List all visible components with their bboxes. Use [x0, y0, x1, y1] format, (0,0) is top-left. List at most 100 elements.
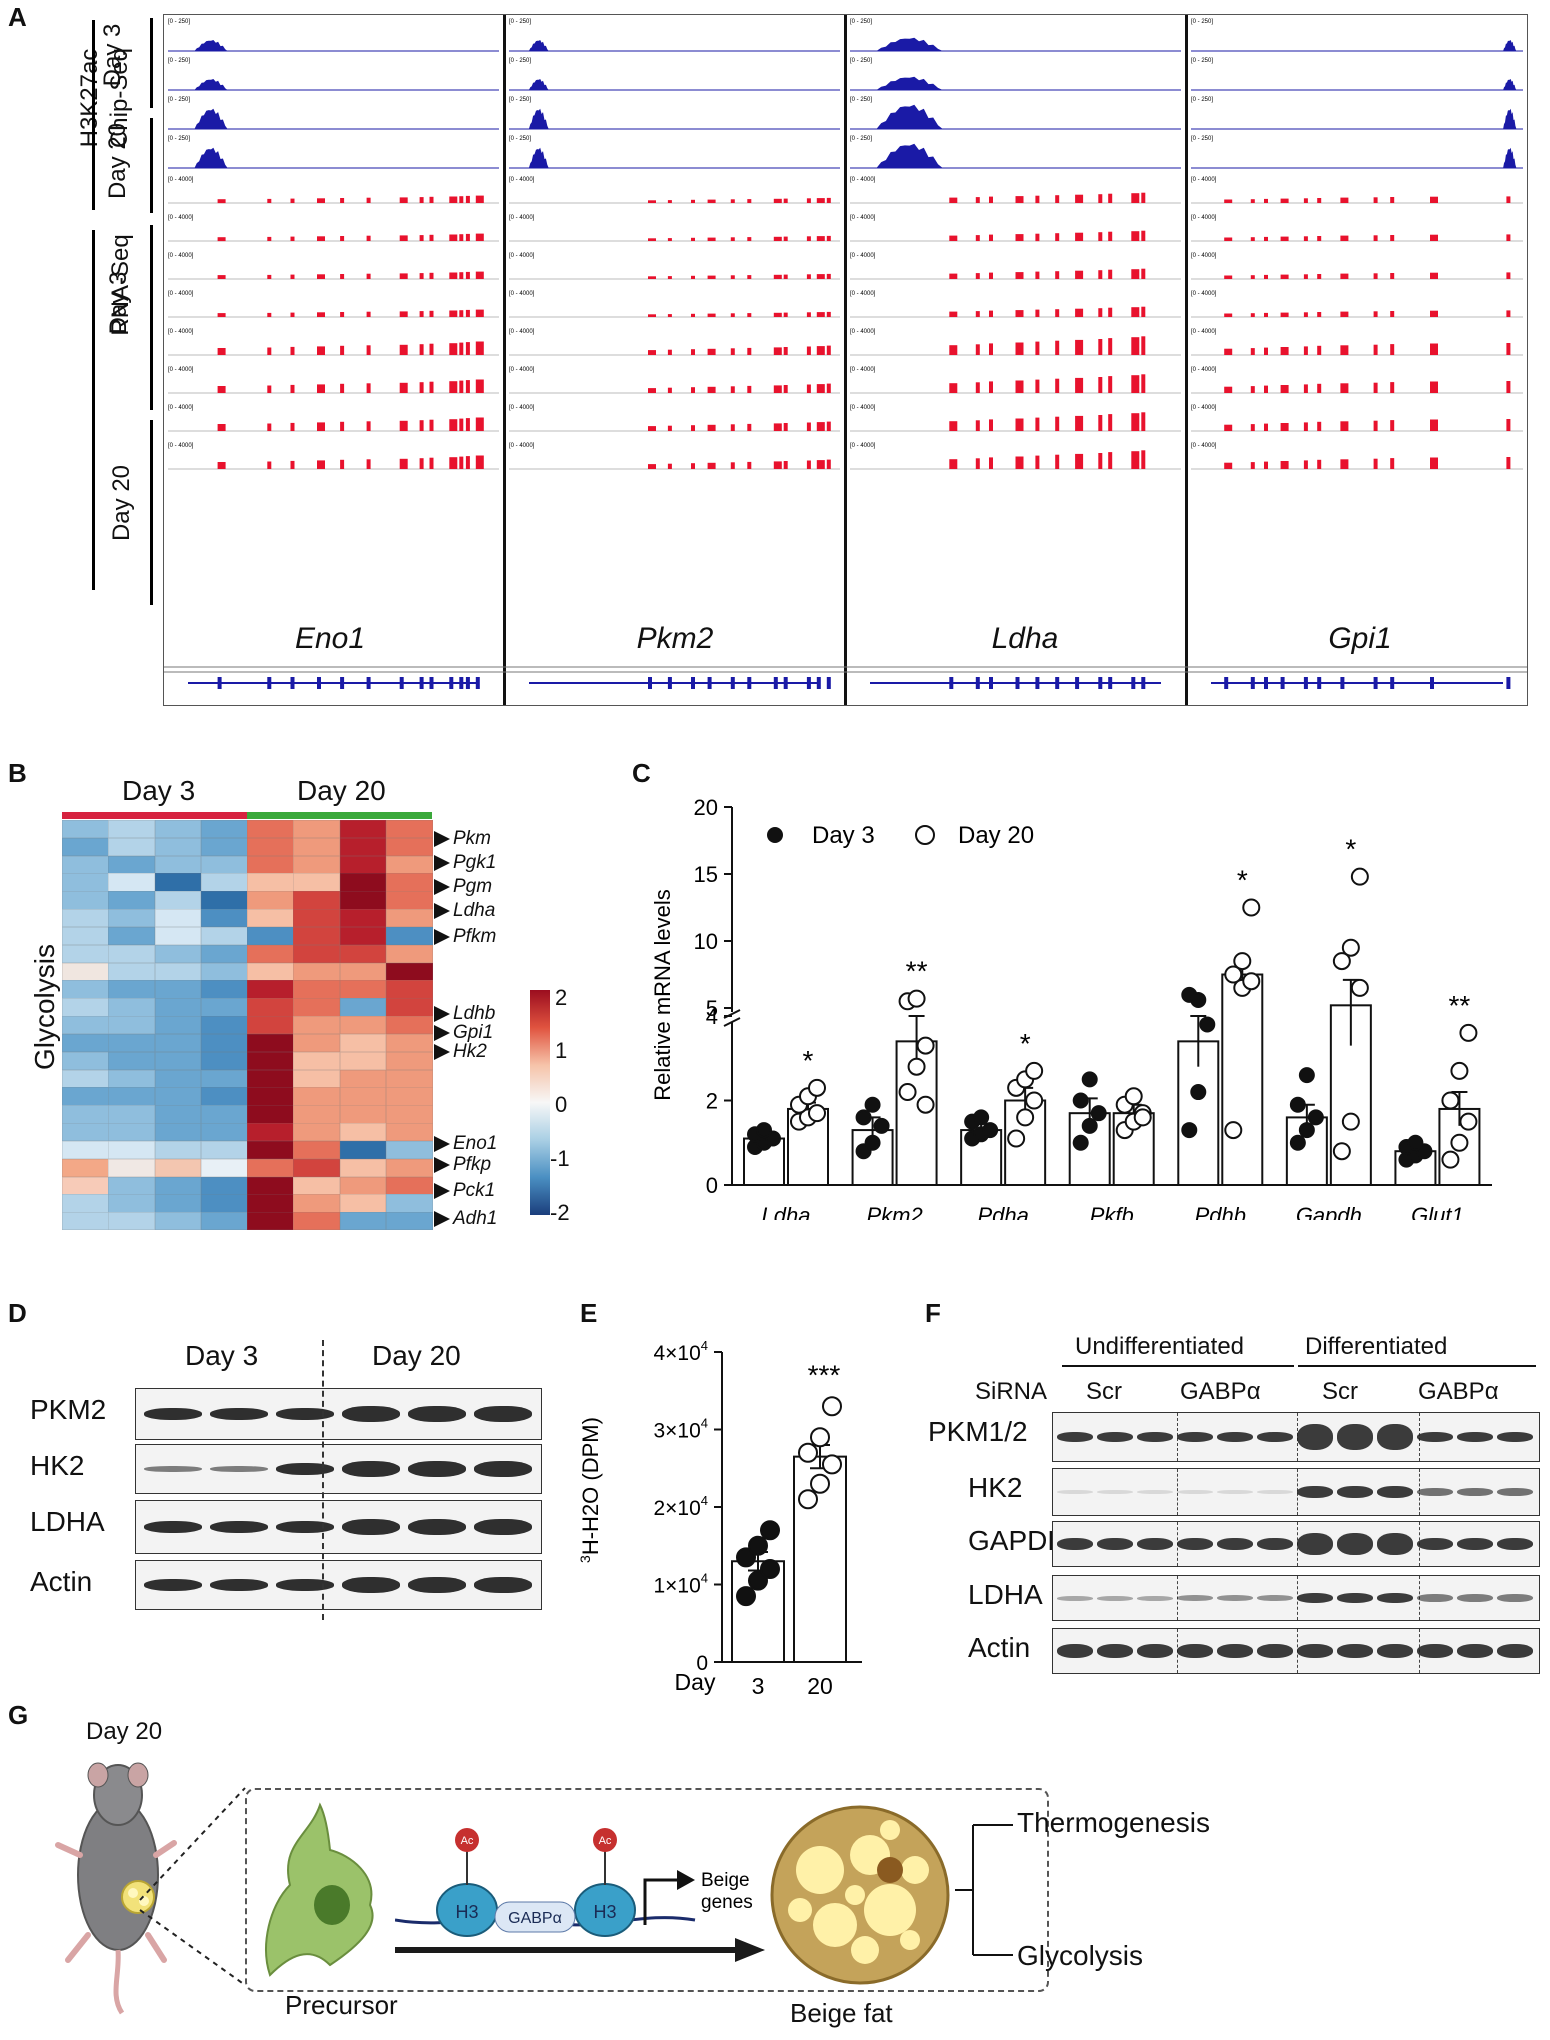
chip-track-scale: [0 - 250] — [1191, 136, 1213, 142]
y-tick-label: 20 — [694, 795, 718, 820]
gene-model-exon — [1108, 677, 1113, 689]
rna-exon-bar — [989, 234, 993, 241]
heatmap-gene-ldha: Ldha — [453, 900, 496, 921]
data-point — [898, 1083, 917, 1102]
rna-exon-bar — [783, 236, 788, 241]
chip-track-scale: [0 - 250] — [168, 19, 190, 25]
rna-exon-bar — [459, 310, 464, 317]
heatmap-cell — [108, 1140, 155, 1160]
rna-exon-bar — [340, 459, 345, 469]
rna-track-scale: [0 - 4000] — [1191, 215, 1217, 221]
data-point — [1233, 952, 1252, 971]
rna-exon-bar — [399, 458, 408, 469]
rna-exon-bar — [816, 384, 825, 393]
rna-exon-bar — [317, 198, 325, 203]
rna-exon-bar — [419, 311, 424, 317]
rna-exon-bar — [783, 198, 788, 203]
rna-exon-bar — [267, 461, 272, 469]
rna-exon-bar — [449, 196, 458, 203]
gene-model-exon — [816, 677, 821, 689]
rna-exon-bar — [290, 346, 295, 355]
blot-band — [1217, 1595, 1253, 1601]
rna-exon-bar — [1224, 386, 1233, 393]
blot-band — [1297, 1644, 1333, 1658]
e-data-point — [822, 1396, 842, 1417]
heatmap-cell — [247, 1123, 294, 1142]
rna-exon-bar — [1075, 415, 1084, 431]
chip-peak — [876, 104, 943, 129]
rna-exon-bar — [1506, 343, 1511, 355]
rna-exon-bar — [783, 461, 788, 469]
rna-exon-bar — [1131, 307, 1140, 317]
rna-exon-bar — [1015, 418, 1024, 431]
heatmap-cell — [293, 1158, 340, 1177]
rna-exon-bar — [1340, 383, 1349, 393]
heatmap-cell — [247, 1176, 294, 1195]
rna-exon-bar — [366, 421, 371, 431]
rna-exon-bar — [691, 313, 695, 317]
blot-band — [408, 1406, 466, 1422]
heatmap-cell — [247, 1158, 294, 1177]
rna-exon-bar — [648, 350, 656, 355]
rna-exon-bar — [648, 314, 656, 317]
heatmap-cell — [200, 837, 248, 857]
heatmap-cell — [108, 1087, 155, 1106]
heatmap-cell — [339, 1016, 387, 1035]
gene-model-exon — [1280, 677, 1285, 689]
rna-exon-bar — [1098, 270, 1103, 279]
rna-exon-bar — [419, 420, 424, 431]
track-column-eno1: [0 - 250] [0 - 250] [0 - 250] [0 - 250] [0 -… — [168, 19, 499, 689]
blot-f-row-label: GAPDH — [968, 1525, 1068, 1556]
rna-exon-bar — [1317, 421, 1322, 431]
rna-exon-bar — [267, 385, 272, 393]
heatmap-cell — [108, 1212, 155, 1231]
blot-band — [1297, 1533, 1333, 1555]
blot-band — [1337, 1486, 1373, 1498]
blot-band — [1497, 1432, 1533, 1442]
blot-band — [474, 1406, 532, 1422]
heatmap-cell — [200, 1212, 248, 1231]
rna-exon-bar — [1264, 312, 1268, 317]
rna-exon-bar — [1250, 348, 1255, 355]
rna-exon-bar — [1108, 269, 1113, 279]
rna-exon-bar — [747, 347, 752, 355]
gene-model-exon — [366, 677, 371, 689]
rna-exon-bar — [989, 457, 993, 469]
rna-exon-bar — [366, 197, 371, 203]
blot-band — [342, 1577, 400, 1593]
x-tick-label-gapdh: Gapdh — [1296, 1203, 1362, 1220]
heatmap-cell — [154, 909, 202, 928]
heatmap-cell — [154, 837, 202, 857]
heatmap-cell — [339, 1105, 387, 1124]
rna-exon-bar — [806, 312, 811, 317]
rna-track-scale: [0 - 4000] — [850, 405, 876, 411]
e-data-point — [798, 1442, 818, 1463]
panel-a-label: A — [8, 2, 27, 32]
rna-track-scale: [0 - 4000] — [509, 329, 535, 335]
heatmap-cell — [62, 837, 109, 857]
blot-d-day3-label: Day 3 — [185, 1340, 259, 1371]
rna-exon-bar — [290, 384, 295, 393]
rna-exon-bar — [419, 458, 424, 469]
rna-track-scale: [0 - 4000] — [1191, 443, 1217, 449]
rna-exon-bar — [1075, 232, 1084, 241]
rna-exon-bar — [1224, 199, 1233, 203]
rna-exon-bar — [449, 419, 458, 431]
rna-exon-bar — [340, 236, 345, 241]
heatmap-cell — [154, 1016, 202, 1035]
heatmap-row-arrow — [434, 831, 450, 847]
significance-marker: ** — [906, 956, 928, 987]
rna-exon-bar — [1141, 230, 1146, 241]
rna-exon-bar — [419, 235, 424, 241]
rna-exon-bar — [648, 276, 656, 279]
precursor-label: Precursor — [285, 1990, 398, 2020]
heatmap-cell — [200, 944, 248, 964]
rna-exon-bar — [1108, 376, 1113, 393]
y-tick-label: 4 — [706, 1004, 718, 1029]
heatmap-cell — [247, 1212, 294, 1231]
rna-exon-bar — [366, 459, 371, 469]
heatmap-cell — [108, 1105, 155, 1124]
beige-fat-cell — [770, 1805, 950, 1985]
y-tick-label: 10 — [694, 929, 718, 954]
heatmap-cell — [62, 1158, 109, 1177]
